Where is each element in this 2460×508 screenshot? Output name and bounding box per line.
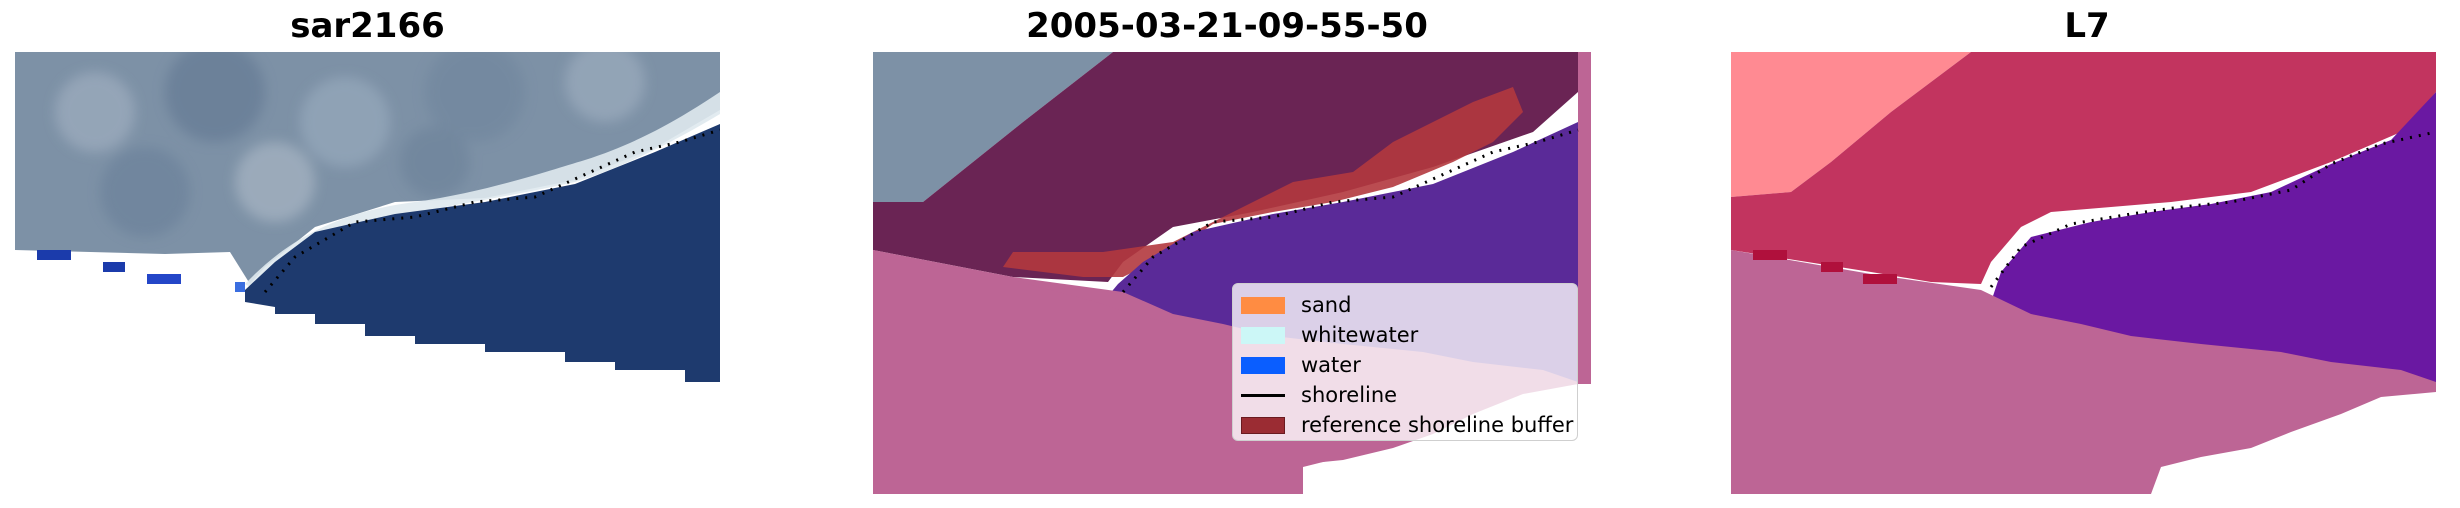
legend-item-shoreline: shoreline bbox=[1241, 380, 1567, 410]
water-swatch bbox=[1241, 356, 1285, 374]
legend-label: reference shoreline buffer bbox=[1301, 413, 1574, 437]
shoreline-swatch bbox=[1241, 393, 1285, 397]
land-overlay bbox=[1731, 250, 2436, 494]
legend-item-water: water bbox=[1241, 350, 1567, 380]
panel-title-sar: sar2166 bbox=[290, 6, 445, 46]
whitewater-swatch bbox=[1241, 326, 1285, 344]
sea-region bbox=[245, 124, 720, 382]
panel-sar-image bbox=[15, 52, 720, 384]
legend-label: water bbox=[1301, 353, 1361, 377]
legend-item-whitewater: whitewater bbox=[1241, 320, 1567, 350]
water-region bbox=[1991, 92, 2436, 382]
panel-title-l7: L7 bbox=[2064, 6, 2110, 46]
buffer-region bbox=[1003, 87, 1523, 277]
sand-overlay bbox=[873, 52, 1578, 282]
pink-region bbox=[1731, 52, 1971, 197]
buffer-swatch bbox=[1241, 416, 1285, 434]
sand-swatch bbox=[1241, 296, 1285, 314]
legend: sand whitewater water shoreline referenc… bbox=[1232, 283, 1578, 441]
legend-label: whitewater bbox=[1301, 323, 1419, 347]
legend-label: shoreline bbox=[1301, 383, 1398, 407]
legend-item-sand: sand bbox=[1241, 290, 1567, 320]
panel-l7 bbox=[1731, 52, 2443, 494]
land-region bbox=[1731, 52, 2436, 284]
whitewater-band bbox=[245, 92, 720, 290]
legend-label: sand bbox=[1301, 293, 1352, 317]
legend-item-buffer: reference shoreline buffer bbox=[1241, 410, 1573, 440]
panel-title-date: 2005-03-21-09-55-50 bbox=[1026, 6, 1428, 46]
